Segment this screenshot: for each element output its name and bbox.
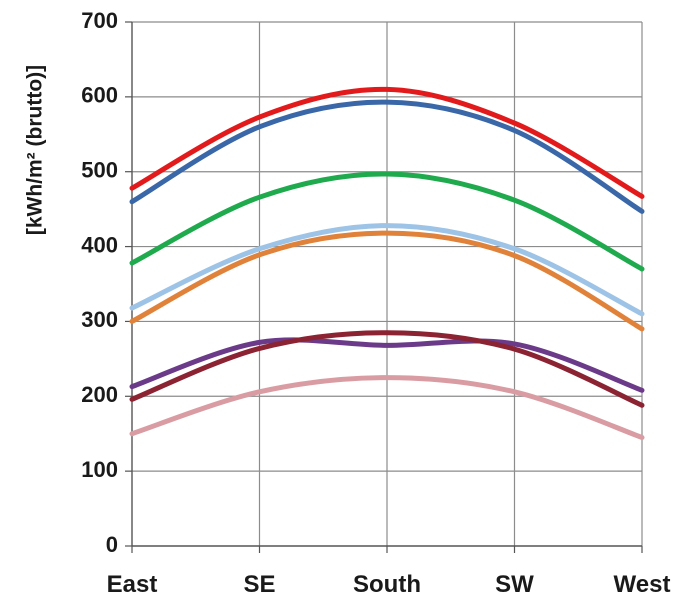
y-tick-label: 0 (106, 532, 118, 557)
series-line-6 (129, 337, 645, 393)
y-tick-labels: 0 100 200 300 400 500 600 700 (81, 8, 118, 557)
series-line-8 (129, 375, 645, 440)
series-line-2 (129, 99, 645, 214)
y-tick-label: 300 (81, 307, 118, 332)
series-line-5 (129, 230, 645, 332)
series-line-3 (129, 171, 645, 272)
x-tick-label: South (353, 571, 421, 598)
x-tick-label: East (107, 571, 158, 598)
y-tick-label: 500 (81, 158, 118, 183)
y-tick-label: 700 (81, 8, 118, 33)
series-line-1 (129, 86, 645, 199)
x-tick-label: SE (243, 571, 275, 598)
series-lines (129, 86, 645, 440)
y-tick-label: 200 (81, 382, 118, 407)
axes (125, 21, 643, 553)
x-tick-label: West (614, 571, 671, 598)
series-line-4 (129, 223, 645, 317)
y-tick-label: 100 (81, 457, 118, 482)
y-tick-label: 400 (81, 232, 118, 257)
y-axis-label: [kWh/m² (brutto)] (24, 65, 47, 235)
series-line-7 (129, 330, 645, 408)
y-tick-label: 600 (81, 83, 118, 108)
x-tick-labels: East SE South SW West (107, 571, 671, 598)
x-tick-label: SW (495, 571, 534, 598)
